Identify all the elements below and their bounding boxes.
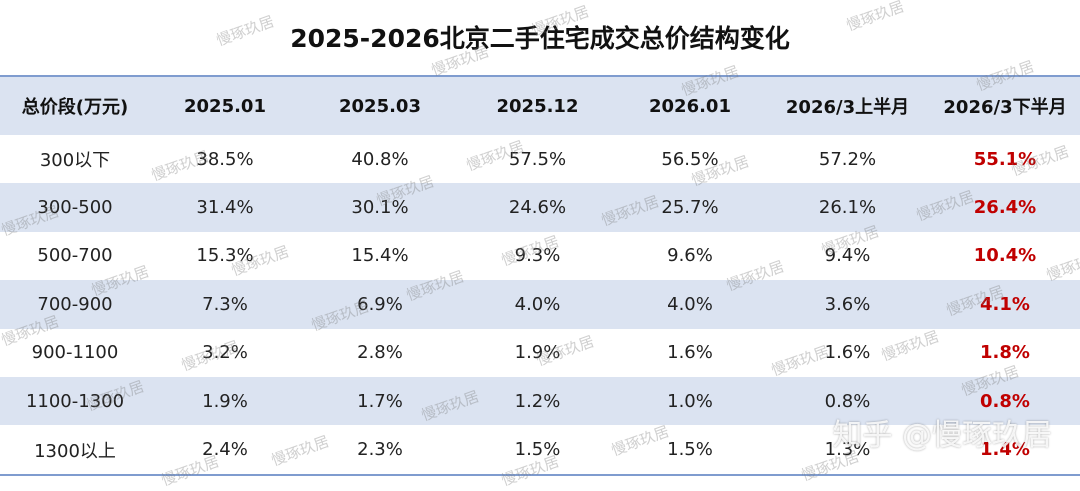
share-cell: 1.7% [300,376,460,426]
share-cell: 1.3% [824,439,871,461]
share-cell: 1.9% [150,376,300,426]
share-cell: 1.6% [824,342,871,364]
range-cell: 300以下 [39,150,111,172]
share-cell: 1.5% [514,439,561,461]
share-cell: 1.0% [615,376,765,426]
share-cell: 1.6% [667,342,713,364]
share-cell: 38.5% [196,148,254,170]
share-cell: 57.2% [818,148,877,170]
share-cell: 55.1% [973,148,1037,170]
header-cell: 总价段(万元) [0,76,150,135]
share-cell: 3.6% [765,280,930,329]
share-cell: 24.6% [460,183,615,232]
share-cell: 15.4% [351,245,409,267]
range-cell: 1100-1300 [0,376,150,426]
range-cell: 900-1100 [31,342,119,364]
share-cell: 9.3% [514,245,561,267]
header-cell: 2025.03 [300,76,460,135]
header-cell: 2026.01 [615,76,765,135]
share-cell: 1.4% [980,439,1030,461]
table-row: 500-700 15.3% 15.4% 9.3% 9.6% 9.4% 10.4% [0,232,1080,280]
range-cell: 500-700 [37,245,113,267]
table-row: 1300以上 2.4% 2.3% 1.5% 1.5% 1.3% 1.4% [0,425,1080,474]
header-cell: 2026/3下半月 [930,76,1080,135]
share-cell: 31.4% [150,183,300,232]
share-cell: 2.8% [357,342,403,364]
table-body: 300以下 38.5% 40.8% 57.5% 56.5% 57.2% 55.1% 300-5… [0,135,1080,475]
header-cell: 2026/3上半月 [765,76,930,135]
share-cell: 15.3% [196,245,254,267]
share-cell: 9.6% [667,245,713,267]
share-cell: 26.4% [930,183,1080,232]
table-row: 300以下 38.5% 40.8% 57.5% 56.5% 57.2% 55.1% [0,135,1080,183]
share-cell: 30.1% [300,183,460,232]
table-row: 900-1100 3.2% 2.8% 1.9% 1.6% 1.6% 1.8% [0,329,1080,377]
share-cell: 7.3% [150,280,300,329]
share-cell: 1.9% [514,342,561,364]
table-row: 1100-1300 1.9% 1.7% 1.2% 1.0% 0.8% 0.8% [0,376,1080,426]
price-table: 总价段(万元) 2025.01 2025.03 2025.12 2026.01 2026/… [0,75,1080,476]
share-cell: 40.8% [351,148,409,170]
range-cell: 300-500 [0,183,150,232]
header-cell: 2025.12 [460,76,615,135]
title: 2025-2026北京二手住宅成交总价结构变化 [290,24,790,53]
share-cell: 26.1% [765,183,930,232]
share-cell: 1.8% [980,342,1030,364]
share-cell: 57.5% [508,148,567,170]
share-cell: 6.9% [300,280,460,329]
header-cell: 2025.01 [150,76,300,135]
share-cell: 9.4% [824,245,871,267]
share-cell: 4.1% [930,280,1080,329]
share-cell: 3.2% [202,342,248,364]
share-cell: 1.5% [667,439,713,461]
share-cell: 10.4% [973,245,1037,267]
range-cell: 1300以上 [34,440,116,462]
header-row: 总价段(万元) 2025.01 2025.03 2025.12 2026.01 2026/… [0,76,1080,135]
share-cell: 56.5% [661,148,719,170]
table-row: 700-900 7.3% 6.9% 4.0% 4.0% 3.6% 4.1% [0,280,1080,329]
share-cell: 0.8% [765,376,930,426]
share-cell: 25.7% [615,183,765,232]
share-cell: 4.0% [460,280,615,329]
range-cell: 700-900 [0,280,150,329]
share-cell: 0.8% [930,376,1080,426]
share-cell: 2.3% [357,439,403,461]
share-cell: 2.4% [202,439,248,461]
share-cell: 1.2% [460,376,615,426]
share-cell: 4.0% [615,280,765,329]
table-row: 300-500 31.4% 30.1% 24.6% 25.7% 26.1% 26.4% [0,183,1080,232]
